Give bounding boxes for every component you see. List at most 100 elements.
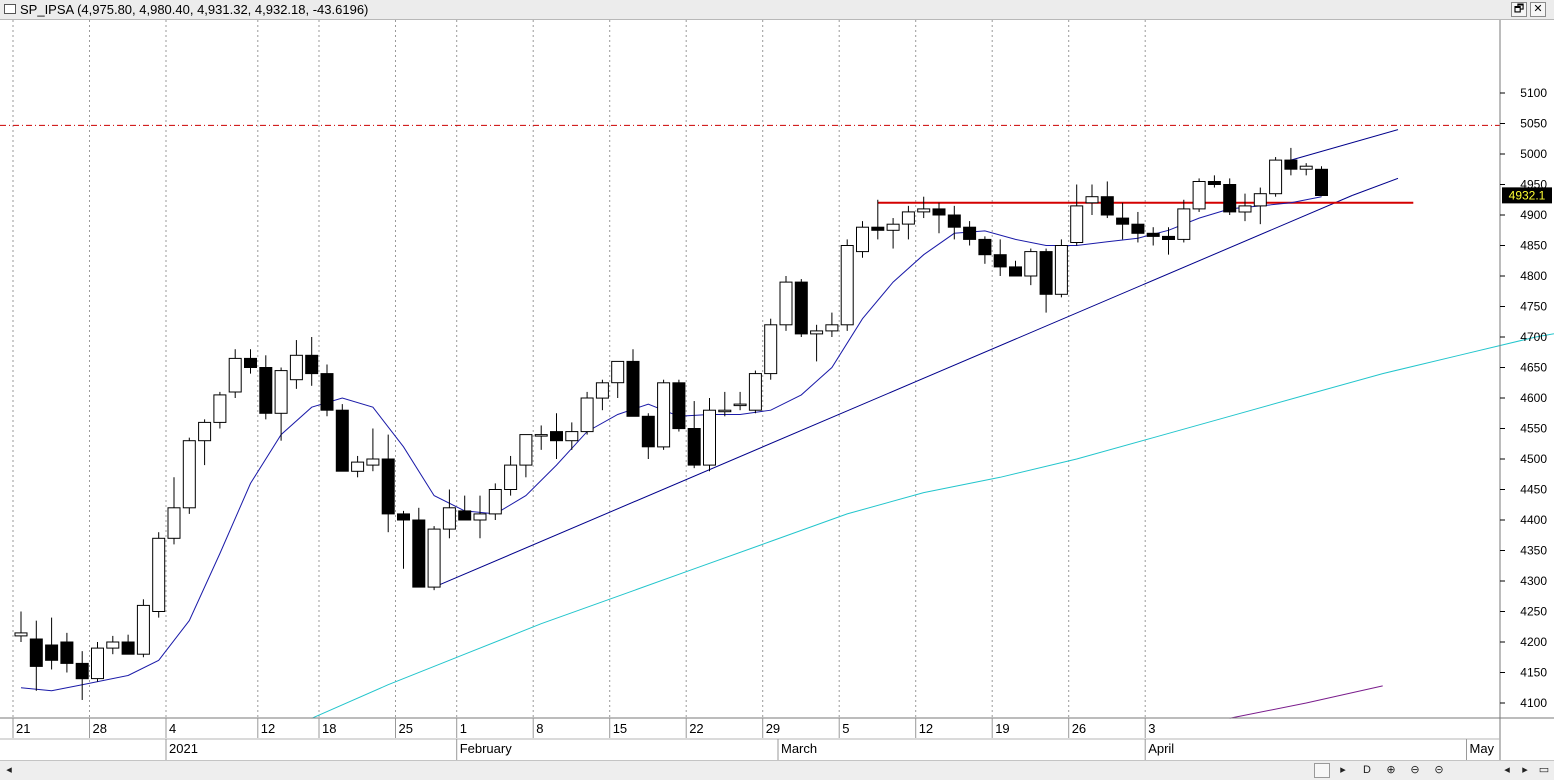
- candle-up: [718, 409, 732, 413]
- candle-down: [412, 519, 426, 588]
- x-month-label: February: [460, 741, 513, 756]
- candle-down: [244, 357, 257, 368]
- candle-up: [703, 409, 716, 466]
- chart-scrollbar[interactable]: ◂ ▸ D ⊕ ⊖ ⊝ ◂ ▸ ▭: [0, 760, 1554, 780]
- candle-down: [1162, 235, 1175, 240]
- candle-down: [794, 281, 808, 335]
- candlestick-chart[interactable]: 4100415042004250430043504400445045004550…: [0, 20, 1554, 760]
- last-price-label: 4932.1: [1509, 188, 1546, 202]
- ma-third-line: [1229, 685, 1383, 719]
- candle-up: [779, 281, 793, 326]
- candle-down: [672, 382, 686, 430]
- y-tick-label: 4350: [1520, 544, 1547, 558]
- candle-down: [305, 354, 319, 375]
- candle-up: [657, 382, 671, 448]
- y-tick-label: 4650: [1520, 361, 1547, 375]
- candle-up: [901, 211, 915, 225]
- candle-up: [748, 373, 762, 411]
- chart-window-icon: [4, 4, 16, 14]
- candle-up: [14, 632, 28, 637]
- candle-up: [917, 208, 931, 213]
- x-month-label: 2021: [169, 741, 198, 756]
- restore-window-icon[interactable]: 🗗: [1511, 2, 1527, 17]
- y-tick-label: 5050: [1520, 117, 1547, 131]
- candle-up: [856, 226, 869, 253]
- y-tick-label: 4700: [1520, 330, 1547, 344]
- candle-down: [335, 409, 349, 472]
- candle-down: [626, 360, 640, 417]
- zoom-out-icon[interactable]: ⊖: [1410, 764, 1420, 776]
- candle-down: [1284, 159, 1298, 170]
- candle-up: [580, 397, 594, 433]
- scroll-right-icon[interactable]: ▸: [1340, 764, 1346, 776]
- x-day-label: 12: [919, 721, 933, 736]
- fit-screen-icon[interactable]: ▭: [1538, 764, 1550, 776]
- candle-down: [871, 226, 885, 231]
- y-tick-label: 4400: [1520, 513, 1547, 527]
- candle-down: [550, 431, 563, 442]
- candle-up: [1024, 251, 1038, 277]
- y-tick-label: 4900: [1520, 208, 1547, 222]
- candle-down: [993, 254, 1007, 268]
- candle-up: [534, 434, 548, 437]
- candle-down: [1146, 232, 1160, 237]
- candle-up: [1070, 205, 1084, 243]
- x-day-label: 29: [766, 721, 780, 736]
- zoom-in-icon[interactable]: ⊕: [1386, 764, 1396, 776]
- x-day-label: 8: [536, 721, 543, 736]
- candle-up: [91, 647, 104, 680]
- scroll-thumb[interactable]: [1314, 763, 1330, 778]
- period-d-button[interactable]: D: [1363, 764, 1371, 776]
- pan-left-icon[interactable]: ◂: [1504, 764, 1510, 776]
- candle-down: [1039, 251, 1053, 295]
- x-day-label: 22: [689, 721, 703, 736]
- candle-down: [397, 513, 410, 521]
- candle-up: [198, 421, 212, 442]
- y-tick-label: 4300: [1520, 574, 1547, 588]
- candle-up: [442, 507, 456, 530]
- ma-long-line: [311, 333, 1554, 719]
- candle-up: [1177, 208, 1191, 240]
- candle-up: [1269, 159, 1283, 195]
- zoom-reset-icon[interactable]: ⊝: [1434, 764, 1444, 776]
- candle-down: [963, 226, 977, 240]
- candle-down: [687, 428, 701, 466]
- y-tick-label: 4150: [1520, 666, 1547, 680]
- candle-up: [473, 513, 487, 521]
- candle-up: [764, 324, 778, 375]
- candle-up: [1085, 196, 1099, 204]
- candle-up: [565, 431, 579, 442]
- candle-up: [488, 489, 502, 515]
- last-price-marker: 4932.1: [1502, 187, 1552, 204]
- candle-up: [1299, 165, 1313, 170]
- candle-up: [595, 382, 609, 399]
- x-day-label: 26: [1072, 721, 1086, 736]
- pan-right-icon[interactable]: ▸: [1522, 764, 1528, 776]
- candle-down: [947, 214, 961, 228]
- last-price-box: [1502, 187, 1552, 204]
- candle-up: [733, 403, 747, 407]
- y-tick-label: 4500: [1520, 452, 1547, 466]
- y-tick-label: 4200: [1520, 635, 1547, 649]
- candle-up: [886, 223, 900, 231]
- candle-down: [641, 415, 655, 448]
- candle-down: [1131, 223, 1145, 234]
- candle-down: [1207, 181, 1221, 185]
- candle-up: [106, 641, 120, 649]
- candle-down: [320, 373, 334, 411]
- candle-down: [932, 208, 946, 216]
- candle-up: [840, 245, 854, 326]
- candle-up: [228, 357, 242, 393]
- y-tick-label: 5000: [1520, 147, 1547, 161]
- candle-up: [366, 458, 380, 466]
- x-day-label: 21: [16, 721, 30, 736]
- candle-up: [427, 528, 441, 588]
- y-tick-label: 4750: [1520, 300, 1547, 314]
- scroll-left-icon[interactable]: ◂: [6, 764, 12, 776]
- vertical-gridlines: [12, 20, 1146, 718]
- candle-up: [1253, 193, 1267, 207]
- y-tick-label: 4850: [1520, 239, 1547, 253]
- close-window-icon[interactable]: ✕: [1530, 2, 1546, 17]
- candle-down: [75, 662, 89, 680]
- x-day-label: 28: [93, 721, 107, 736]
